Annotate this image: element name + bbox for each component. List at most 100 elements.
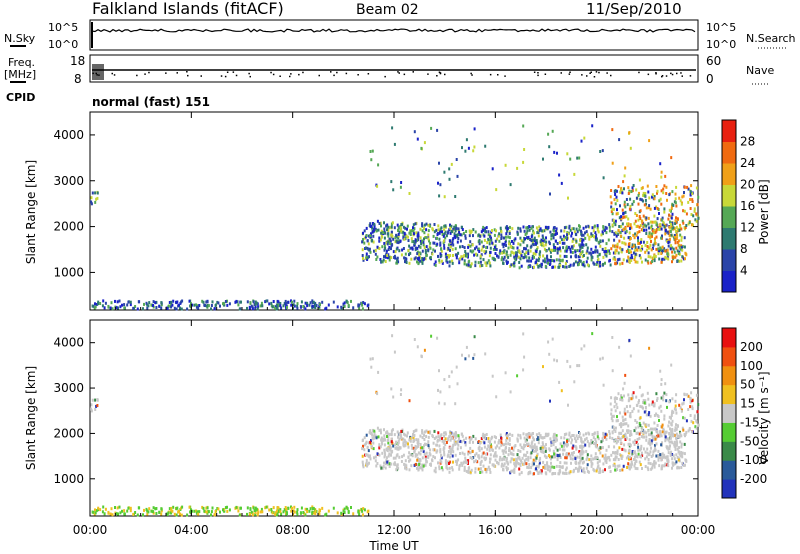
echo-cell: [374, 459, 377, 463]
echo-cell: [248, 512, 251, 516]
echo-cell: [557, 265, 560, 269]
echo-cell: [423, 141, 426, 145]
echo-cell: [659, 197, 662, 201]
echo-cell: [601, 230, 604, 234]
echo-cell: [614, 426, 617, 430]
echo-cell: [608, 465, 611, 469]
echo-cell: [439, 450, 442, 454]
echo-cell: [675, 440, 678, 444]
echo-cell: [681, 195, 684, 199]
echo-cell: [674, 445, 677, 449]
echo-cell: [602, 176, 605, 180]
echo-cell: [654, 448, 657, 452]
echo-cell: [643, 430, 646, 434]
echo-cell: [660, 246, 663, 250]
echo-cell: [96, 398, 99, 402]
echo-cell: [611, 436, 614, 440]
echo-cell: [551, 472, 554, 476]
echo-cell: [553, 245, 556, 249]
echo-cell: [437, 435, 440, 439]
echo-cell: [366, 239, 369, 243]
echo-cell: [434, 470, 437, 474]
echo-cell: [563, 229, 566, 233]
echo-cell: [691, 192, 694, 196]
echo-cell: [260, 301, 263, 305]
echo-cell: [567, 439, 570, 443]
echo-cell: [409, 230, 412, 234]
echo-cell: [616, 449, 619, 453]
echo-cell: [508, 442, 511, 446]
echo-cell: [614, 231, 617, 235]
echo-cell: [443, 402, 446, 406]
echo-cell: [550, 440, 553, 444]
echo-cell: [551, 439, 554, 443]
echo-cell: [654, 241, 657, 245]
nave-dot: [336, 71, 338, 74]
echo-cell: [394, 236, 397, 240]
freq-tick-bottom: 8: [74, 72, 82, 86]
echo-cell: [631, 246, 634, 250]
echo-cell: [506, 468, 508, 472]
echo-cell: [444, 252, 447, 256]
echo-cell: [660, 252, 663, 255]
echo-cell: [429, 256, 432, 260]
echo-cell: [612, 218, 615, 222]
echo-cell: [386, 228, 388, 232]
echo-cell: [582, 460, 585, 464]
noise-tick-bottom: 10^0: [48, 38, 78, 51]
echo-cell: [568, 226, 571, 230]
echo-cell: [569, 457, 572, 461]
echo-cell: [619, 190, 622, 194]
echo-cell: [626, 466, 629, 469]
echo-cell: [666, 230, 669, 234]
echo-cell: [506, 227, 509, 231]
echo-cell: [684, 463, 686, 467]
echo-cell: [567, 196, 569, 200]
echo-cell: [678, 466, 681, 470]
echo-cell: [577, 263, 580, 266]
echo-cell: [620, 217, 623, 221]
echo-cell: [385, 224, 388, 228]
echo-cell: [605, 461, 608, 464]
echo-cell: [476, 460, 479, 464]
echo-cell: [555, 434, 558, 438]
echo-cell: [441, 439, 444, 443]
echo-cell: [129, 303, 132, 307]
echo-cell: [472, 440, 474, 444]
echo-cell: [500, 436, 503, 440]
echo-cell: [110, 301, 113, 305]
echo-cell: [647, 251, 650, 255]
echo-cell: [296, 302, 299, 306]
echo-cell: [660, 453, 663, 457]
echo-cell: [681, 402, 684, 406]
echo-cell: [533, 438, 535, 442]
nave-dot: [655, 72, 657, 74]
echo-cell: [449, 446, 452, 450]
echo-cell: [671, 212, 674, 216]
echo-cell: [96, 404, 99, 407]
echo-cell: [653, 465, 656, 469]
echo-cell: [675, 423, 677, 427]
echo-cell: [515, 460, 518, 464]
echo-cell: [116, 300, 119, 304]
echo-cell: [442, 234, 445, 238]
echo-cell: [136, 307, 139, 311]
echo-cell: [671, 411, 673, 415]
echo-cell: [640, 394, 643, 398]
echo-cell: [662, 191, 665, 195]
echo-cell: [376, 462, 379, 465]
echo-cell: [494, 239, 497, 243]
echo-cell: [537, 437, 540, 441]
echo-cell: [565, 466, 568, 470]
echo-cell: [438, 401, 441, 405]
echo-cell: [268, 508, 271, 512]
echo-cell: [505, 232, 508, 236]
echo-cell: [678, 245, 681, 249]
nave-dot: [670, 72, 672, 75]
echo-cell: [629, 237, 632, 240]
echo-cell: [683, 191, 685, 194]
echo-cell: [117, 512, 119, 516]
nave-dot: [272, 73, 275, 76]
echo-cell: [217, 301, 220, 305]
echo-cell: [126, 303, 129, 307]
